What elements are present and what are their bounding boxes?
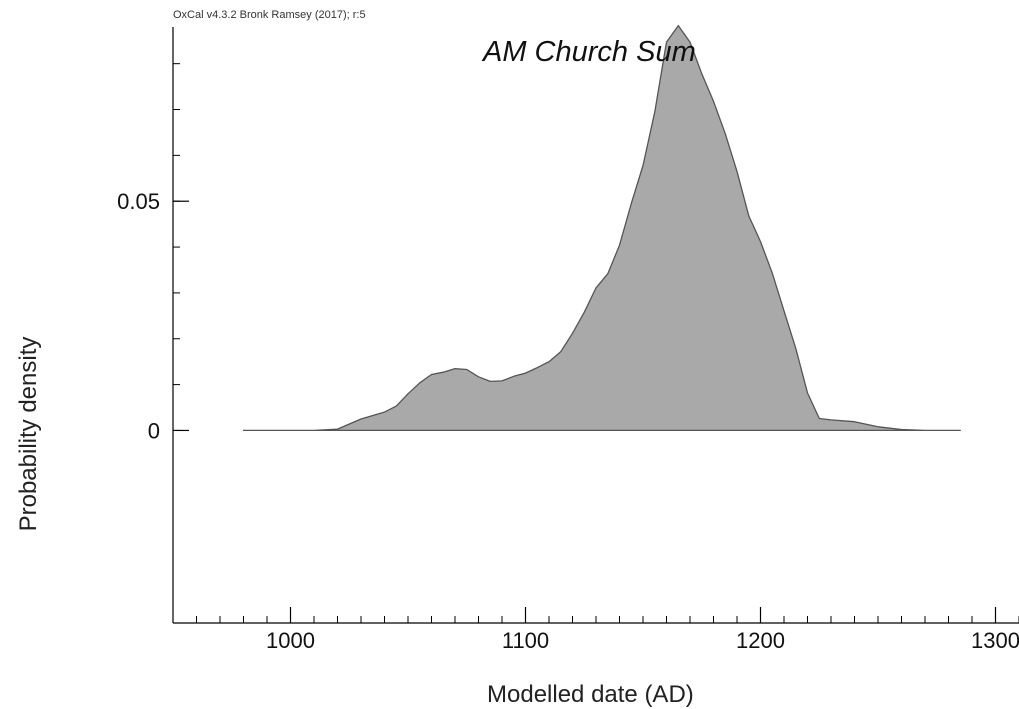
major-ticks [173, 200, 997, 623]
density-area [242, 24, 961, 432]
x-tick-label: 1000 [266, 628, 315, 653]
x-axis-label: Modelled date (AD) [487, 681, 694, 708]
tick-labels: 1000 1100 1200 1300 0 0.05 [117, 189, 1019, 653]
x-tick-label: 1100 [502, 628, 549, 653]
x-tick-label: 1300 [971, 628, 1019, 653]
y-minor-ticks [173, 63, 180, 431]
y-axis-label: Probability density [15, 336, 42, 532]
software-credit: OxCal v4.3.2 Bronk Ramsey (2017); r:5 [173, 9, 366, 21]
x-tick-label: 1200 [736, 628, 785, 653]
y-tick-label: 0.05 [117, 189, 160, 214]
y-tick-label: 0 [148, 418, 160, 443]
x-minor-ticks [196, 616, 1019, 623]
chart-title: AM Church Sum [483, 36, 696, 68]
